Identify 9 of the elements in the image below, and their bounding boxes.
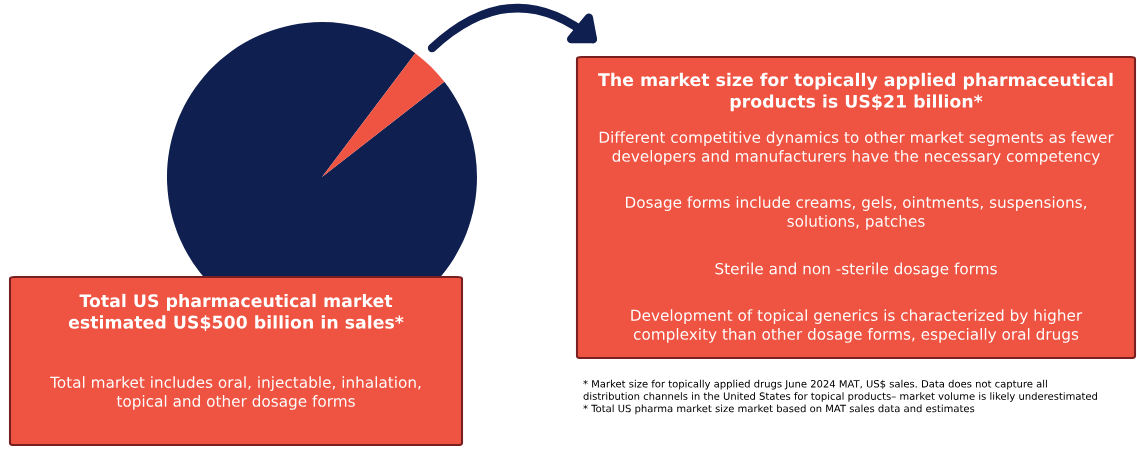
text: Development of topical generics is characterized by higher complexity than other dosage forms, especially oral drugs (631, 309, 1083, 343)
text: Dosage forms include creams, gels, ointments, suspensions, solutions, patches (625, 196, 1087, 230)
text: Total US pharmaceutical market estimated US$500 billion in sales* (68, 293, 404, 332)
text: Different competitive dynamics to other market segments as fewer developers and manufacturers have the necessary competency (599, 131, 1114, 165)
text: Sterile and non -sterile dosage forms (715, 262, 997, 278)
text: * Market size for topically applied drugs June 2024 MAT, US$ sales. Data does not capture all distribution channels in the United States for topical products– market volume is likely underestimated * Total US pharma market size market based on MAT sales data and estimates (583, 379, 1097, 415)
text: The market size for topically applied pharmaceutical products is US$21 billion* (598, 72, 1113, 112)
text: Total market includes oral, injectable, inhalation, topical and other dosage forms (50, 376, 421, 410)
pie-slice (322, 53, 445, 177)
